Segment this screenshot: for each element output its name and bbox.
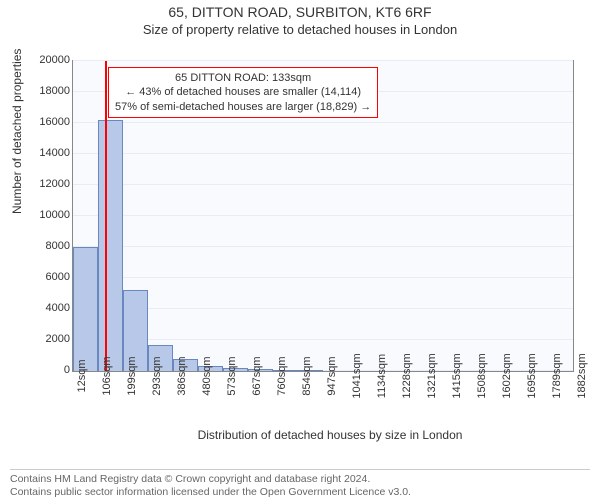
plot-area: 65 DITTON ROAD: 133sqm← 43% of detached … (72, 60, 574, 372)
x-tick-label: 480sqm (201, 356, 213, 395)
x-tick-label: 1508sqm (476, 353, 488, 398)
chart-subtitle: Size of property relative to detached ho… (0, 22, 600, 37)
gridline (73, 60, 573, 61)
x-tick-label: 760sqm (276, 356, 288, 395)
histogram-bar (98, 120, 123, 371)
x-tick-label: 1321sqm (426, 353, 438, 398)
y-tick-label: 8000 (20, 240, 70, 252)
y-tick-label: 16000 (20, 116, 70, 128)
x-tick-label: 947sqm (326, 356, 338, 395)
histogram-bar (73, 247, 98, 371)
x-tick-label: 199sqm (126, 356, 138, 395)
x-tick-label: 386sqm (176, 356, 188, 395)
y-tick-label: 14000 (20, 147, 70, 159)
footer: Contains HM Land Registry data © Crown c… (10, 469, 590, 500)
y-tick-label: 6000 (20, 271, 70, 283)
x-tick-label: 854sqm (301, 356, 313, 395)
x-tick-label: 1789sqm (551, 353, 563, 398)
y-tick-label: 0 (20, 364, 70, 376)
x-axis-label: Distribution of detached houses by size … (30, 428, 600, 442)
x-tick-label: 573sqm (226, 356, 238, 395)
x-tick-label: 12sqm (76, 359, 88, 392)
y-tick-label: 20000 (20, 54, 70, 66)
gridline (73, 184, 573, 185)
chart-title: 65, DITTON ROAD, SURBITON, KT6 6RF (0, 4, 600, 20)
gridline (73, 246, 573, 247)
gridline (73, 277, 573, 278)
annotation-line: 57% of semi-detached houses are larger (… (115, 100, 371, 114)
y-tick-label: 18000 (20, 85, 70, 97)
x-tick-label: 1695sqm (526, 353, 538, 398)
y-tick-label: 10000 (20, 209, 70, 221)
x-tick-label: 1415sqm (451, 353, 463, 398)
chart-container: 65, DITTON ROAD, SURBITON, KT6 6RF Size … (0, 4, 600, 504)
x-tick-label: 293sqm (151, 356, 163, 395)
x-tick-label: 667sqm (251, 356, 263, 395)
highlight-line (105, 61, 107, 371)
y-tick-label: 2000 (20, 333, 70, 345)
footer-line1: Contains HM Land Registry data © Crown c… (10, 473, 590, 487)
gridline (73, 153, 573, 154)
x-tick-label: 1134sqm (376, 354, 388, 398)
x-tick-label: 1228sqm (401, 353, 413, 398)
gridline (73, 215, 573, 216)
x-tick-label: 1602sqm (501, 353, 513, 398)
y-tick-label: 4000 (20, 302, 70, 314)
gridline (73, 339, 573, 340)
gridline (73, 308, 573, 309)
annotation-box: 65 DITTON ROAD: 133sqm← 43% of detached … (108, 67, 378, 118)
x-tick-label: 1882sqm (576, 353, 588, 398)
y-tick-label: 12000 (20, 178, 70, 190)
x-tick-label: 106sqm (101, 356, 113, 395)
footer-line2: Contains public sector information licen… (10, 486, 590, 500)
annotation-line: 65 DITTON ROAD: 133sqm (115, 71, 371, 85)
x-tick-label: 1041sqm (351, 353, 363, 398)
annotation-line: ← 43% of detached houses are smaller (14… (115, 85, 371, 99)
gridline (73, 122, 573, 123)
